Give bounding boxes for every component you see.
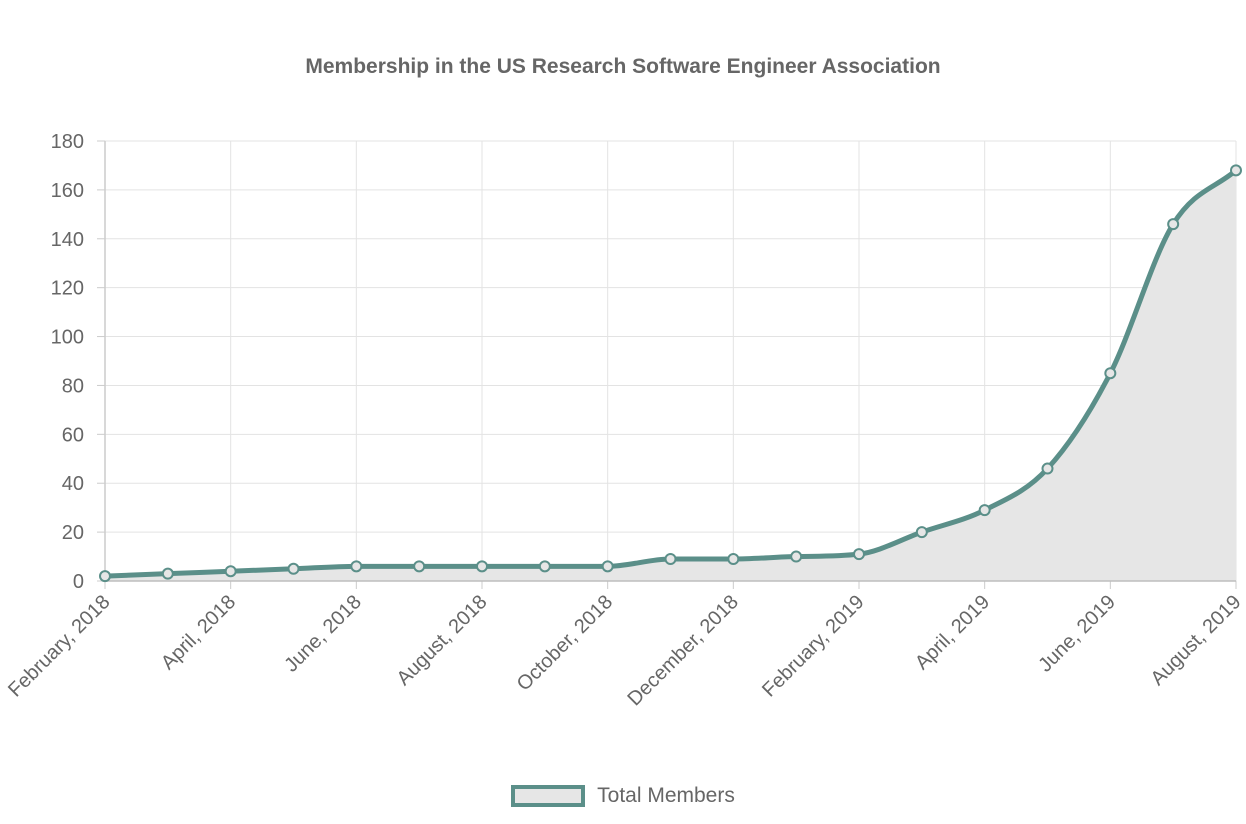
legend[interactable]: Total Members <box>0 784 1246 808</box>
point-layer <box>99 164 1242 583</box>
y-tick-label: 180 <box>51 131 84 153</box>
y-tick-label: 120 <box>51 278 84 300</box>
y-tick-label: 100 <box>51 327 84 349</box>
x-tick-label: April, 2019 <box>911 591 994 674</box>
data-point <box>1041 462 1054 475</box>
x-tick-label: October, 2018 <box>513 591 617 695</box>
y-tick-label: 60 <box>62 424 84 446</box>
y-tick-label: 0 <box>73 571 84 593</box>
y-tick-label: 80 <box>62 375 84 397</box>
legend-swatch <box>511 785 586 807</box>
data-point <box>224 565 237 578</box>
x-tick-label: August, 2019 <box>1147 591 1246 690</box>
data-point <box>99 570 111 583</box>
data-point <box>476 560 488 573</box>
x-tick-label: June, 2019 <box>1034 591 1120 677</box>
data-point <box>161 567 174 580</box>
x-tick-label: February, 2018 <box>4 591 114 701</box>
data-point <box>350 560 363 573</box>
y-tick-label: 140 <box>51 229 84 251</box>
y-tick-label: 20 <box>62 522 84 544</box>
data-point <box>978 504 991 517</box>
data-point <box>664 553 677 565</box>
data-point <box>413 560 426 573</box>
y-tick-label: 40 <box>62 473 84 495</box>
data-point <box>538 560 551 573</box>
chart-title: Membership in the US Research Software E… <box>305 55 941 78</box>
x-tick-label: August, 2018 <box>393 591 492 690</box>
axis-layer <box>104 141 1236 582</box>
data-point <box>727 553 740 565</box>
fill-layer <box>105 170 1236 582</box>
line-layer <box>102 167 1239 579</box>
data-point <box>853 548 865 561</box>
data-point <box>601 560 614 573</box>
legend-label: Total Members <box>597 784 735 807</box>
x-tick-label: June, 2018 <box>280 591 366 677</box>
data-point <box>1230 164 1242 177</box>
label-layer: 0 20 40 60 80 100 120 140 160 180 February, 2018 Ap… <box>4 131 1245 710</box>
x-tick-label: December, 2018 <box>624 591 743 710</box>
x-tick-label: February, 2019 <box>758 591 868 701</box>
data-point <box>790 550 803 563</box>
series-line <box>102 167 1239 579</box>
x-tick-label: April, 2018 <box>157 591 240 674</box>
data-point <box>1104 367 1117 380</box>
data-point <box>287 562 300 575</box>
y-tick-label: 160 <box>51 180 84 202</box>
data-point <box>915 526 928 539</box>
series-area-fill <box>105 170 1236 582</box>
data-point <box>1167 218 1180 231</box>
